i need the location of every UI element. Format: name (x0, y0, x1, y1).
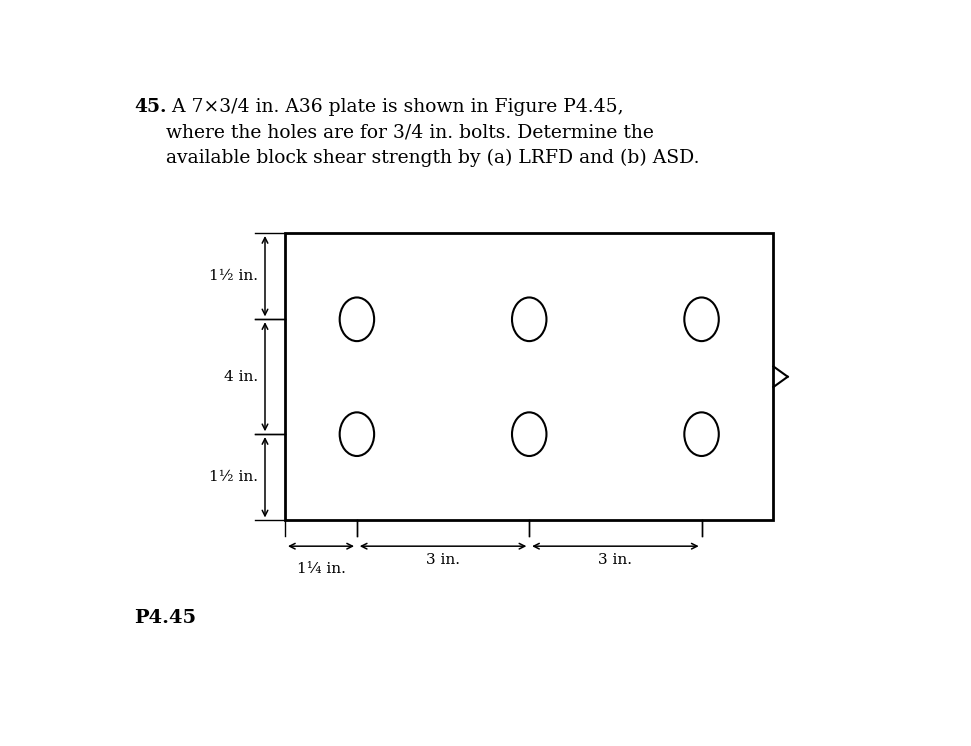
Text: 45.: 45. (135, 98, 167, 116)
Bar (285, 233, 773, 521)
Ellipse shape (512, 298, 547, 341)
Ellipse shape (685, 298, 719, 341)
Ellipse shape (340, 413, 374, 456)
Text: A 7×3/4 in. A36 plate is shown in Figure P4.45,
where the holes are for 3/4 in. : A 7×3/4 in. A36 plate is shown in Figure… (166, 98, 699, 166)
Text: 1¹⁄₄ in.: 1¹⁄₄ in. (296, 562, 346, 576)
Text: 3 in.: 3 in. (598, 553, 632, 567)
Text: 1½ in.: 1½ in. (209, 470, 258, 484)
Text: 3 in.: 3 in. (426, 553, 460, 567)
Ellipse shape (340, 298, 374, 341)
Ellipse shape (685, 413, 719, 456)
Ellipse shape (512, 413, 547, 456)
Text: 4 in.: 4 in. (224, 370, 258, 383)
Text: 1½ in.: 1½ in. (209, 269, 258, 283)
Text: P4.45: P4.45 (135, 609, 197, 627)
